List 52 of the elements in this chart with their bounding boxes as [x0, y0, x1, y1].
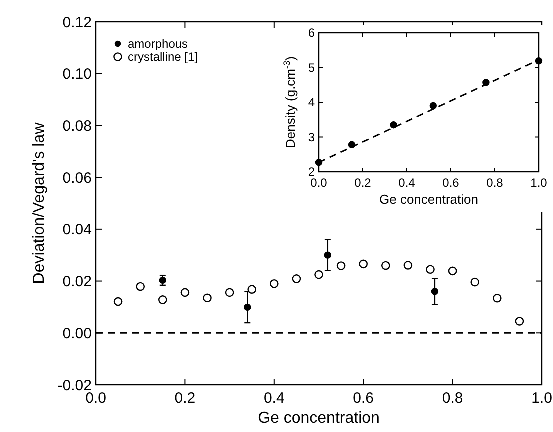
point	[382, 261, 390, 270]
point	[404, 261, 413, 270]
point	[244, 304, 252, 312]
y-tick-label: 6	[308, 26, 316, 40]
point	[314, 270, 324, 280]
y-tick-label: 0.04	[62, 222, 92, 239]
point	[324, 252, 332, 259]
y-axis-title: Deviation/Vegard's law	[31, 122, 48, 284]
point	[225, 288, 234, 298]
point	[180, 288, 190, 298]
point	[292, 274, 302, 284]
point	[448, 266, 458, 276]
x-tick-label: 0.8	[442, 390, 464, 407]
x-tick-label: 0.4	[398, 176, 416, 190]
x-tick-label: 0.2	[354, 176, 372, 190]
y-tick-label: 0.02	[62, 274, 92, 291]
y-tick-label: 4	[308, 96, 316, 110]
y-tick-label: 0.08	[62, 118, 92, 135]
x-tick-label: 0.0	[86, 390, 106, 407]
point	[336, 262, 346, 270]
x-tick-label: 0.4	[264, 390, 285, 407]
point	[159, 276, 166, 284]
point	[515, 317, 524, 326]
x-tick-label: 0.2	[174, 390, 196, 407]
point	[430, 102, 437, 110]
x-tick-label: 0.8	[486, 176, 504, 190]
point	[426, 265, 435, 274]
point	[431, 288, 439, 296]
x-tick-label: 1.0	[532, 390, 552, 407]
point	[359, 260, 368, 269]
point	[203, 294, 212, 303]
point	[493, 294, 502, 303]
y-tick-label: 5	[308, 60, 316, 75]
point	[114, 297, 123, 306]
legend-label: amorphous	[128, 37, 188, 52]
legend-label: crystalline [1]	[128, 50, 198, 64]
y-tick-label: 3	[308, 130, 316, 144]
point	[158, 296, 168, 304]
x-axis-title: Ge concentration	[379, 192, 479, 207]
point	[390, 121, 398, 129]
x-axis-title: Ge concentration	[258, 410, 380, 427]
x-tick-label: 1.0	[530, 176, 548, 190]
x-tick-label: 0.6	[442, 176, 460, 190]
x-tick-label: 0.6	[353, 390, 374, 407]
point	[248, 285, 256, 294]
y-tick-label: 0.00	[62, 325, 92, 342]
y-tick-label: 0.06	[62, 170, 92, 187]
y-tick-label: 0.12	[62, 14, 92, 32]
y-tick-label: 0.10	[62, 66, 92, 84]
point	[470, 278, 480, 287]
point	[136, 282, 145, 292]
point	[270, 279, 279, 288]
